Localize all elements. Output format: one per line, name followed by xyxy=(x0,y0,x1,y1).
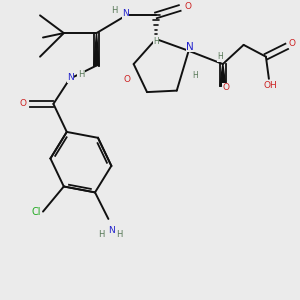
Text: N: N xyxy=(67,74,74,82)
Text: H: H xyxy=(116,230,123,239)
Polygon shape xyxy=(220,64,226,86)
Text: O: O xyxy=(20,99,27,108)
Text: O: O xyxy=(184,2,191,11)
Text: N: N xyxy=(108,226,115,235)
Text: H: H xyxy=(153,38,159,46)
Text: Cl: Cl xyxy=(32,208,41,218)
Text: O: O xyxy=(123,75,130,84)
Text: H: H xyxy=(98,230,104,239)
Text: O: O xyxy=(289,39,296,48)
Text: N: N xyxy=(186,42,194,52)
Text: O: O xyxy=(222,83,229,92)
Text: H: H xyxy=(218,52,223,61)
Text: N: N xyxy=(122,9,129,18)
Text: H: H xyxy=(78,70,84,80)
Polygon shape xyxy=(94,33,99,65)
Text: H: H xyxy=(111,6,118,15)
Text: OH: OH xyxy=(263,81,277,90)
Text: H: H xyxy=(192,71,198,80)
